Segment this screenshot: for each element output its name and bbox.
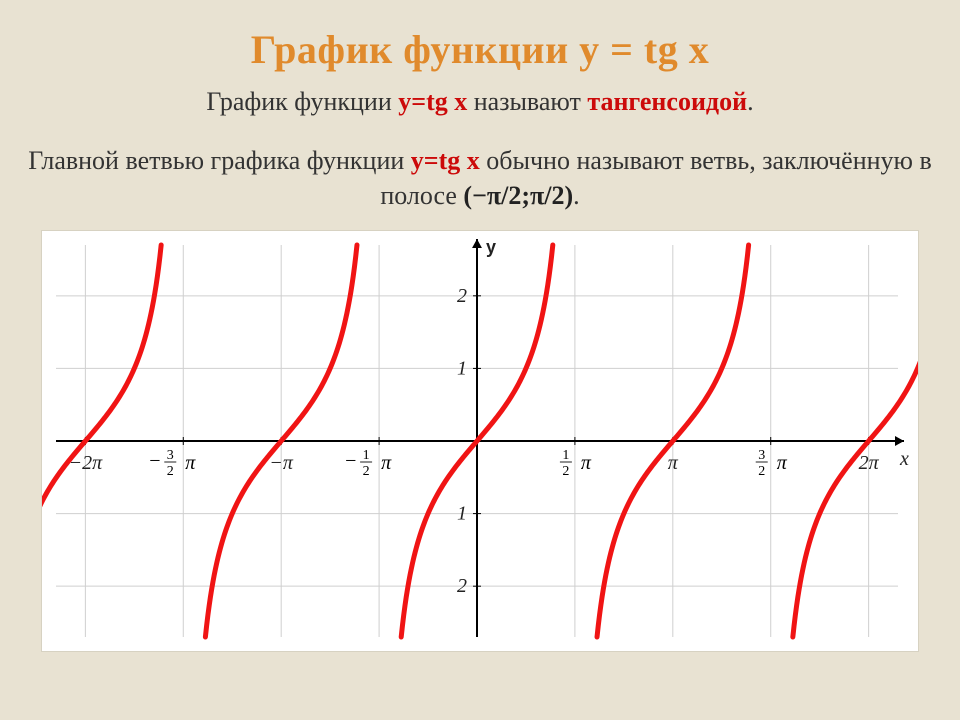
svg-text:−: − bbox=[345, 450, 356, 472]
svg-text:π: π bbox=[581, 452, 592, 474]
svg-text:2: 2 bbox=[167, 464, 174, 479]
sub1-fn: y=tg x bbox=[398, 87, 467, 116]
slide-title: График функции y = tg x bbox=[28, 26, 932, 73]
chart-svg: 2112−2π−32π−π−12π12ππ32π2πx bbox=[42, 231, 918, 651]
slide-container: График функции y = tg x График функции y… bbox=[0, 0, 960, 651]
svg-text:2π: 2π bbox=[859, 452, 880, 474]
svg-text:−: − bbox=[149, 450, 160, 472]
sub2-post: . bbox=[573, 181, 580, 210]
svg-text:2: 2 bbox=[562, 464, 569, 479]
svg-text:3: 3 bbox=[167, 448, 174, 463]
sub2-fn: y=tg x bbox=[411, 146, 480, 175]
svg-text:2: 2 bbox=[758, 464, 765, 479]
svg-text:1: 1 bbox=[457, 358, 467, 380]
svg-text:3: 3 bbox=[758, 448, 765, 463]
svg-text:π: π bbox=[381, 452, 392, 474]
svg-text:1: 1 bbox=[363, 448, 370, 463]
sub1-mid: называют bbox=[467, 87, 587, 116]
tangent-chart: y 2112−2π−32π−π−12π12ππ32π2πx bbox=[42, 231, 918, 651]
svg-text:π: π bbox=[777, 452, 788, 474]
y-axis-label: y bbox=[486, 237, 496, 258]
svg-text:1: 1 bbox=[562, 448, 569, 463]
svg-text:2: 2 bbox=[363, 464, 370, 479]
sub2-range: (−π/2;π/2) bbox=[463, 181, 573, 210]
sub1-pre: График функции bbox=[206, 87, 398, 116]
subtitle-1: График функции y=tg x называют тангенсои… bbox=[28, 87, 932, 117]
svg-text:π: π bbox=[668, 452, 679, 474]
subtitle-2: Главной ветвью графика функции y=tg x об… bbox=[28, 143, 932, 213]
sub2-pre: Главной ветвью графика функции bbox=[28, 146, 411, 175]
svg-text:1: 1 bbox=[457, 503, 467, 525]
svg-text:2: 2 bbox=[457, 575, 467, 597]
svg-text:−π: −π bbox=[269, 452, 293, 474]
sub1-post: . bbox=[747, 87, 754, 116]
svg-text:π: π bbox=[185, 452, 196, 474]
svg-text:x: x bbox=[899, 448, 909, 470]
svg-text:2: 2 bbox=[457, 285, 467, 307]
sub1-term: тангенсоидой bbox=[587, 87, 747, 116]
